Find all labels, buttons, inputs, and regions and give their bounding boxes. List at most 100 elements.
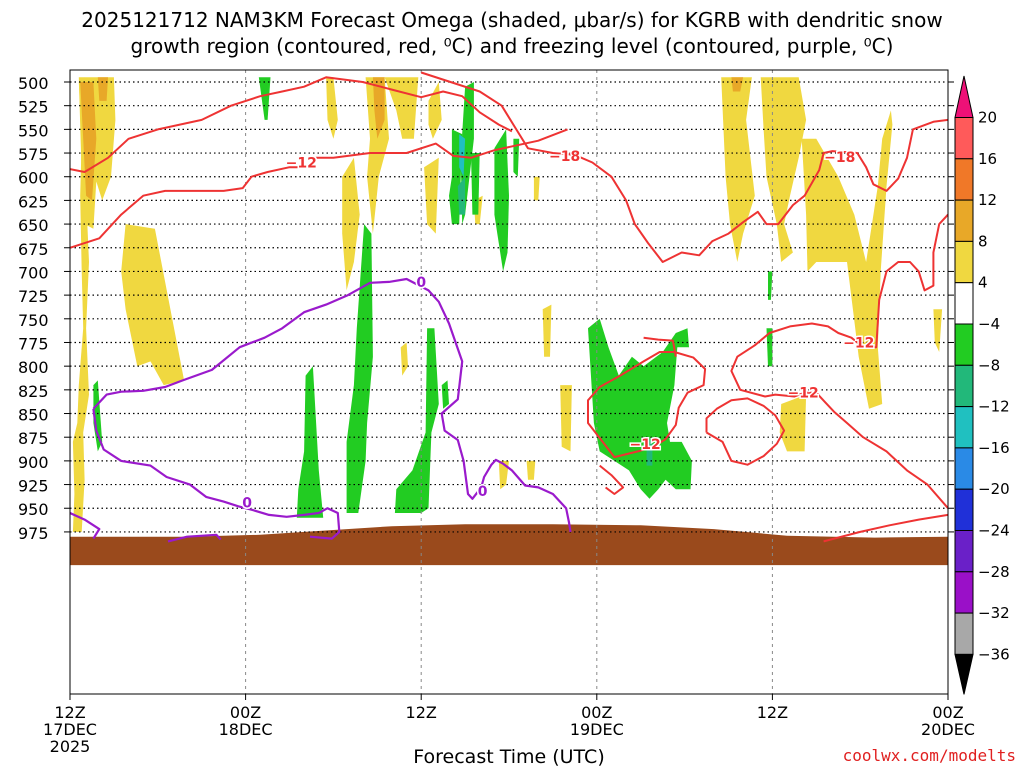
y-tick-label-850: 850: [18, 406, 49, 425]
contour-label-6: 0: [416, 275, 426, 291]
y-tick-label-750: 750: [18, 311, 49, 330]
omega-fill-yellow-17: [760, 77, 807, 262]
y-tick-label-875: 875: [18, 429, 49, 448]
colorbar-label-5: −4: [978, 315, 1000, 333]
chart-title-line2: growth region (contoured, red, ⁰C) and f…: [131, 34, 894, 58]
terrain-fill: [70, 524, 948, 566]
y-tick-label-650: 650: [18, 216, 49, 235]
colorbar-swatch-8: [954, 447, 974, 490]
colorbar-label-8: −16: [978, 439, 1010, 457]
x-tick-label-0-1: 12Z: [54, 703, 85, 722]
colorbar-swatch-9: [954, 488, 974, 532]
y-tick-label-500: 500: [18, 74, 49, 93]
y-tick-label-975: 975: [18, 524, 49, 543]
colorbar-label-1: 16: [978, 150, 997, 168]
colorbar-label-12: −32: [978, 604, 1010, 622]
omega-fill-orange-1: [97, 77, 108, 101]
omega-fill-teal-0: [457, 176, 466, 215]
colorbar-top-triangle: [954, 75, 974, 118]
colorbar-label-0: 20: [978, 109, 997, 127]
omega-shading-layer: [72, 77, 943, 532]
x-tick-label-0-3: 2025: [50, 737, 91, 756]
dgz-contour-1: [70, 76, 513, 173]
colorbar-swatch-3: [954, 240, 974, 284]
omega-fill-green-13: [441, 380, 449, 409]
omega-fill-yellow-11: [542, 304, 552, 357]
y-axis: 500 525 550 575 600 625 650 675 700 725 750 775 800 8…: [18, 74, 954, 543]
omega-fill-yellow-15: [560, 385, 572, 452]
x-tick-label-0-2: 17DEC: [43, 720, 97, 739]
y-tick-label-525: 525: [18, 98, 49, 117]
omega-fill-teal-2: [646, 437, 653, 466]
colorbar-swatch-4: [954, 282, 974, 325]
colorbar-swatch-11: [954, 571, 974, 614]
colorbar-label-7: −12: [978, 398, 1010, 416]
omega-fill-green-8: [513, 138, 520, 177]
omega-fill-green-9: [471, 153, 480, 215]
dgz-contour-7: [599, 464, 625, 495]
y-tick-label-550: 550: [18, 121, 49, 140]
colorbar: 20 16 12 8 4 −4 −8 −12 −16 −20 −24 −28 −32 −36: [954, 75, 1010, 695]
omega-fill-yellow-13: [498, 460, 509, 490]
omega-fill-orange-3: [731, 77, 744, 92]
credit-text: coolwx.com/modelts: [843, 746, 1016, 765]
freezing-level-contour-3: [167, 533, 222, 543]
omega-fill-green-7: [494, 129, 509, 272]
omega-fill-green-11: [766, 328, 773, 367]
omega-fill-green-12: [768, 271, 773, 300]
dgz-contour-3: [730, 213, 948, 509]
y-tick-label-625: 625: [18, 192, 49, 211]
omega-fill-yellow-16: [721, 77, 755, 262]
x-tick-label-12-2: 18DEC: [219, 720, 273, 739]
omega-fill-yellow-5: [384, 77, 419, 139]
contour-label-1: −18: [549, 149, 580, 165]
colorbar-label-13: −36: [978, 645, 1010, 663]
colorbar-bottom-triangle: [954, 653, 974, 695]
x-tick-label-12-1: 00Z: [230, 703, 261, 722]
colorbar-swatch-10: [954, 530, 974, 573]
colorbar-label-11: −28: [978, 563, 1010, 581]
contour-layer: [70, 71, 948, 543]
omega-fill-yellow-6: [326, 77, 338, 139]
omega-fill-yellow-10: [400, 342, 408, 376]
omega-fill-yellow-12: [533, 176, 540, 201]
omega-fill-green-1: [258, 77, 271, 120]
dgz-contour-2: [420, 71, 948, 263]
freezing-level-contour-1: [92, 408, 341, 540]
x-tick-label-60-2: 20DEC: [921, 720, 975, 739]
dgz-contour-4: [823, 513, 948, 543]
y-tick-label-900: 900: [18, 453, 49, 472]
dgz-contour-8: [705, 397, 786, 466]
colorbar-label-4: 4: [978, 274, 988, 292]
y-tick-label-675: 675: [18, 240, 49, 259]
contour-label-4: −12: [788, 386, 819, 402]
colorbar-swatch-5: [954, 323, 974, 366]
y-tick-label-825: 825: [18, 382, 49, 401]
terrain-layer: [70, 524, 948, 566]
omega-fill-yellow-7: [428, 82, 442, 139]
plot-frame: [69, 69, 949, 695]
contour-label-7: 0: [242, 496, 252, 512]
contour-label-5: −12: [629, 437, 660, 453]
x-tick-label-60-1: 00Z: [932, 703, 963, 722]
dgz-contour-0: [70, 128, 568, 249]
x-tick-label-24-1: 12Z: [406, 703, 437, 722]
omega-fill-teal-1: [459, 134, 466, 177]
plot-area: −12 −18 −18 −12 −12 −12 0 0 0: [70, 70, 948, 694]
freezing-level-contour-0: [92, 277, 572, 533]
colorbar-swatch-7: [954, 406, 974, 449]
colorbar-label-10: −24: [978, 522, 1010, 540]
colorbar-swatch-6: [954, 364, 974, 408]
y-tick-label-800: 800: [18, 358, 49, 377]
contour-label-0: −12: [286, 156, 317, 172]
y-tick-label-925: 925: [18, 477, 49, 496]
y-tick-label-575: 575: [18, 145, 49, 164]
omega-fill-green-0: [93, 380, 103, 452]
x-axis-label: Forecast Time (UTC): [413, 746, 604, 768]
contour-label-layer: −12 −18 −18 −12 −12 −12 0 0 0: [241, 147, 876, 513]
omega-fill-yellow-2: [121, 224, 185, 386]
omega-fill-yellow-3: [342, 157, 360, 291]
omega-fill-green-10: [588, 318, 692, 499]
chart-title-line1: 2025121712 NAM3KM Forecast Omega (shaded…: [81, 8, 942, 32]
